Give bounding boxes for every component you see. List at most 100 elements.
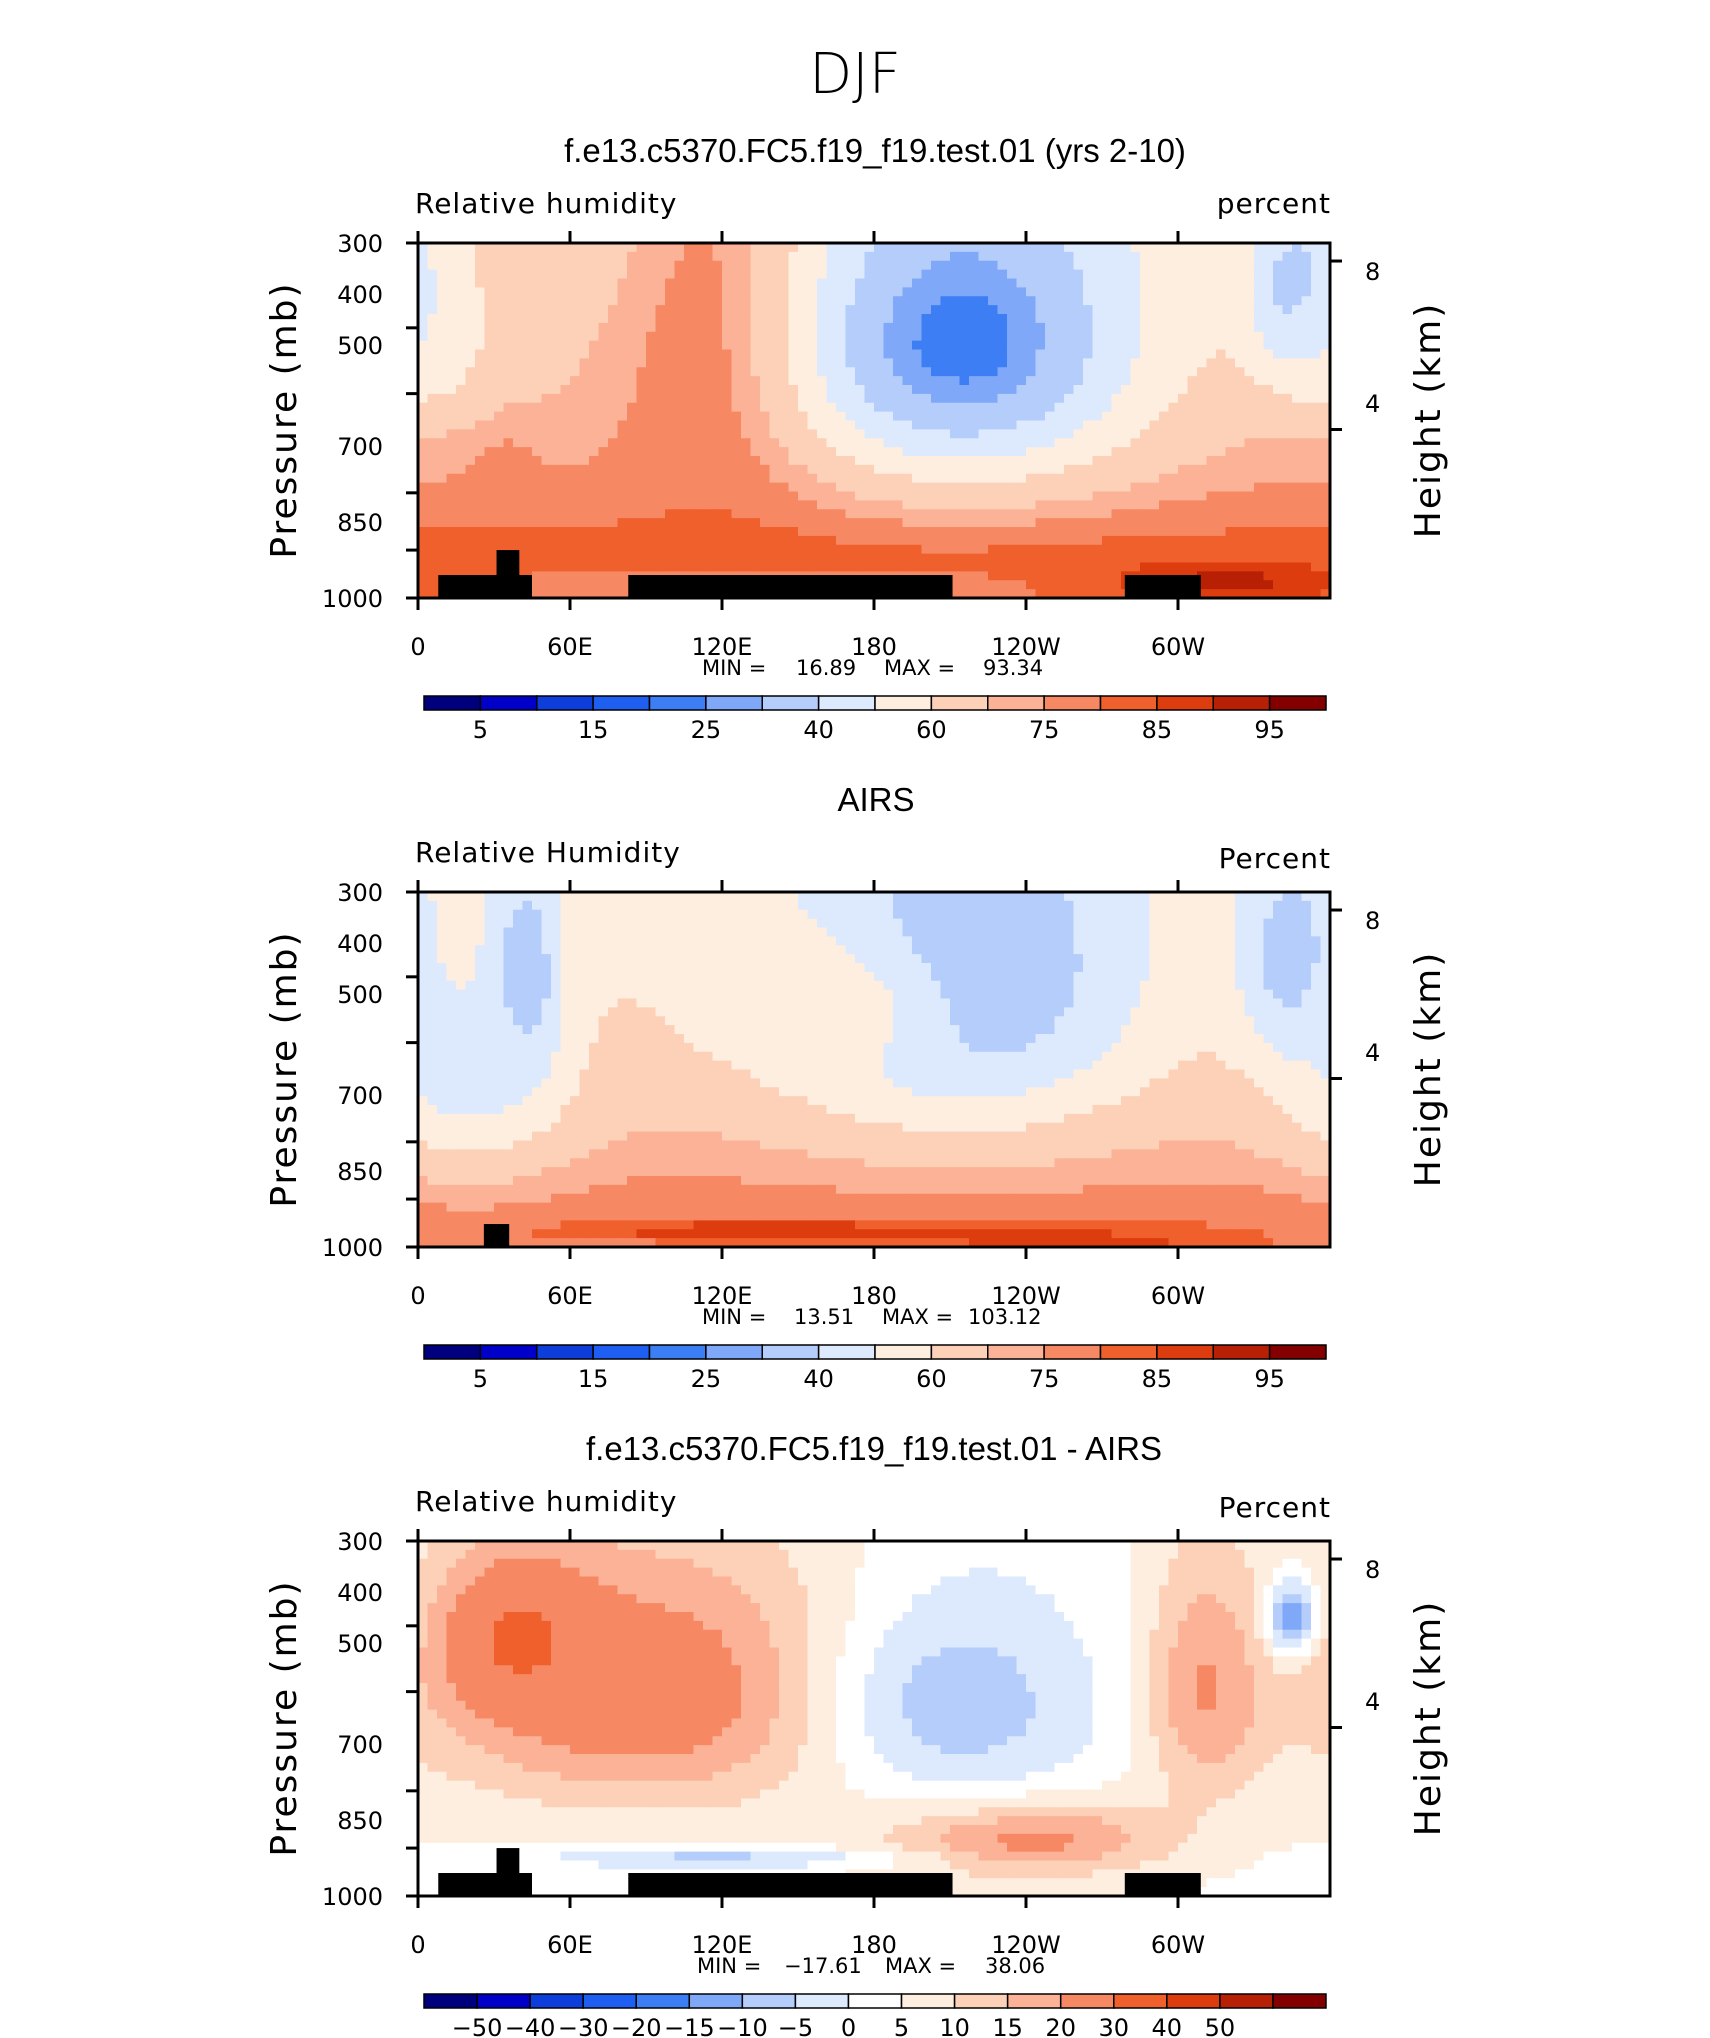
field-cell — [788, 544, 799, 555]
field-cell — [646, 473, 657, 484]
field-cell — [969, 322, 980, 333]
field-cell — [446, 438, 457, 448]
field-cell — [1140, 447, 1151, 457]
field-cell — [950, 296, 961, 306]
field-cell — [978, 402, 989, 413]
field-cell — [950, 243, 961, 253]
field-cell — [883, 945, 894, 955]
field-cell — [1016, 500, 1027, 510]
field-cell — [1064, 571, 1075, 581]
field-cell — [1320, 331, 1331, 342]
field-cell — [1111, 963, 1122, 973]
field-cell — [627, 296, 638, 306]
field-cell — [418, 314, 429, 324]
field-cell — [1263, 447, 1274, 457]
field-cell — [446, 331, 457, 342]
field-cell — [1149, 393, 1160, 404]
field-cell — [532, 456, 543, 466]
field-cell — [1311, 535, 1322, 546]
field-cell — [589, 491, 600, 501]
field-cell — [541, 243, 552, 253]
field-cell — [893, 544, 904, 555]
field-cell — [931, 402, 942, 413]
field-cell — [598, 456, 609, 466]
field-cell — [1159, 260, 1170, 271]
field-cell — [1216, 892, 1227, 902]
field-cell — [940, 251, 951, 262]
field-cell — [503, 314, 514, 324]
field-cell — [532, 376, 543, 386]
field-cell — [760, 535, 771, 546]
field-cell — [883, 322, 894, 333]
field-cell — [978, 491, 989, 501]
field-cell — [655, 287, 666, 297]
field-cell — [418, 260, 429, 271]
field-cell — [1301, 331, 1312, 342]
field-cell — [1254, 251, 1265, 262]
field-cell — [674, 305, 685, 315]
field-cell — [988, 278, 999, 288]
field-cell — [465, 331, 476, 342]
field-cell — [1007, 287, 1018, 297]
field-cell — [465, 243, 476, 253]
field-cell — [931, 447, 942, 457]
field-cell — [1292, 260, 1303, 271]
field-cell — [1045, 296, 1056, 306]
field-cell — [864, 385, 875, 395]
field-cell — [1311, 349, 1322, 359]
field-cell — [1045, 518, 1056, 528]
field-cell — [551, 500, 562, 510]
field-cell — [769, 909, 780, 920]
field-cell — [1026, 936, 1037, 946]
field-cell — [731, 535, 742, 546]
field-cell — [1292, 464, 1303, 475]
field-cell — [646, 562, 657, 572]
field-cell — [769, 322, 780, 333]
field-cell — [1254, 553, 1265, 564]
field-cell — [1111, 438, 1122, 448]
field-cell — [1035, 945, 1046, 955]
field-cell — [883, 535, 894, 546]
field-cell — [1064, 500, 1075, 510]
field-cell — [532, 571, 543, 581]
field-cell — [418, 518, 429, 528]
field-cell — [1235, 349, 1246, 359]
field-cell — [1073, 491, 1084, 501]
x-tick-60w: 60W — [1151, 633, 1205, 661]
field-cell — [541, 963, 552, 973]
field-cell — [855, 447, 866, 457]
field-cell — [874, 909, 885, 920]
field-cell — [627, 553, 638, 564]
panel-model: f.e13.c5370.FC5.f19_f19.test.01 (yrs 2-1… — [264, 132, 1449, 744]
field-cell — [912, 429, 923, 439]
field-cell — [617, 402, 628, 413]
field-cell — [1054, 473, 1065, 484]
field-cell — [1273, 553, 1284, 564]
field-cell — [446, 251, 457, 262]
field-cell — [532, 500, 543, 510]
field-cell — [1197, 963, 1208, 973]
field-cell — [503, 278, 514, 288]
field-cell — [845, 376, 856, 386]
field-cell — [1311, 331, 1322, 342]
field-cell — [921, 971, 932, 982]
field-cell — [532, 544, 543, 555]
field-cell — [1187, 429, 1198, 439]
field-cell — [475, 500, 486, 510]
field-cell — [1292, 385, 1303, 395]
field-cell — [931, 945, 942, 955]
field-cell — [446, 980, 457, 991]
field-cell — [598, 909, 609, 920]
field-cell — [769, 331, 780, 342]
field-cell — [912, 420, 923, 430]
field-cell — [1026, 971, 1037, 982]
field-cell — [1149, 287, 1160, 297]
field-cell — [1311, 402, 1322, 413]
field-cell — [959, 518, 970, 528]
field-cell — [931, 527, 942, 537]
field-cell — [427, 509, 438, 519]
field-cell — [513, 482, 524, 493]
field-cell — [418, 892, 429, 902]
field-cell — [456, 447, 467, 457]
field-cell — [703, 909, 714, 920]
